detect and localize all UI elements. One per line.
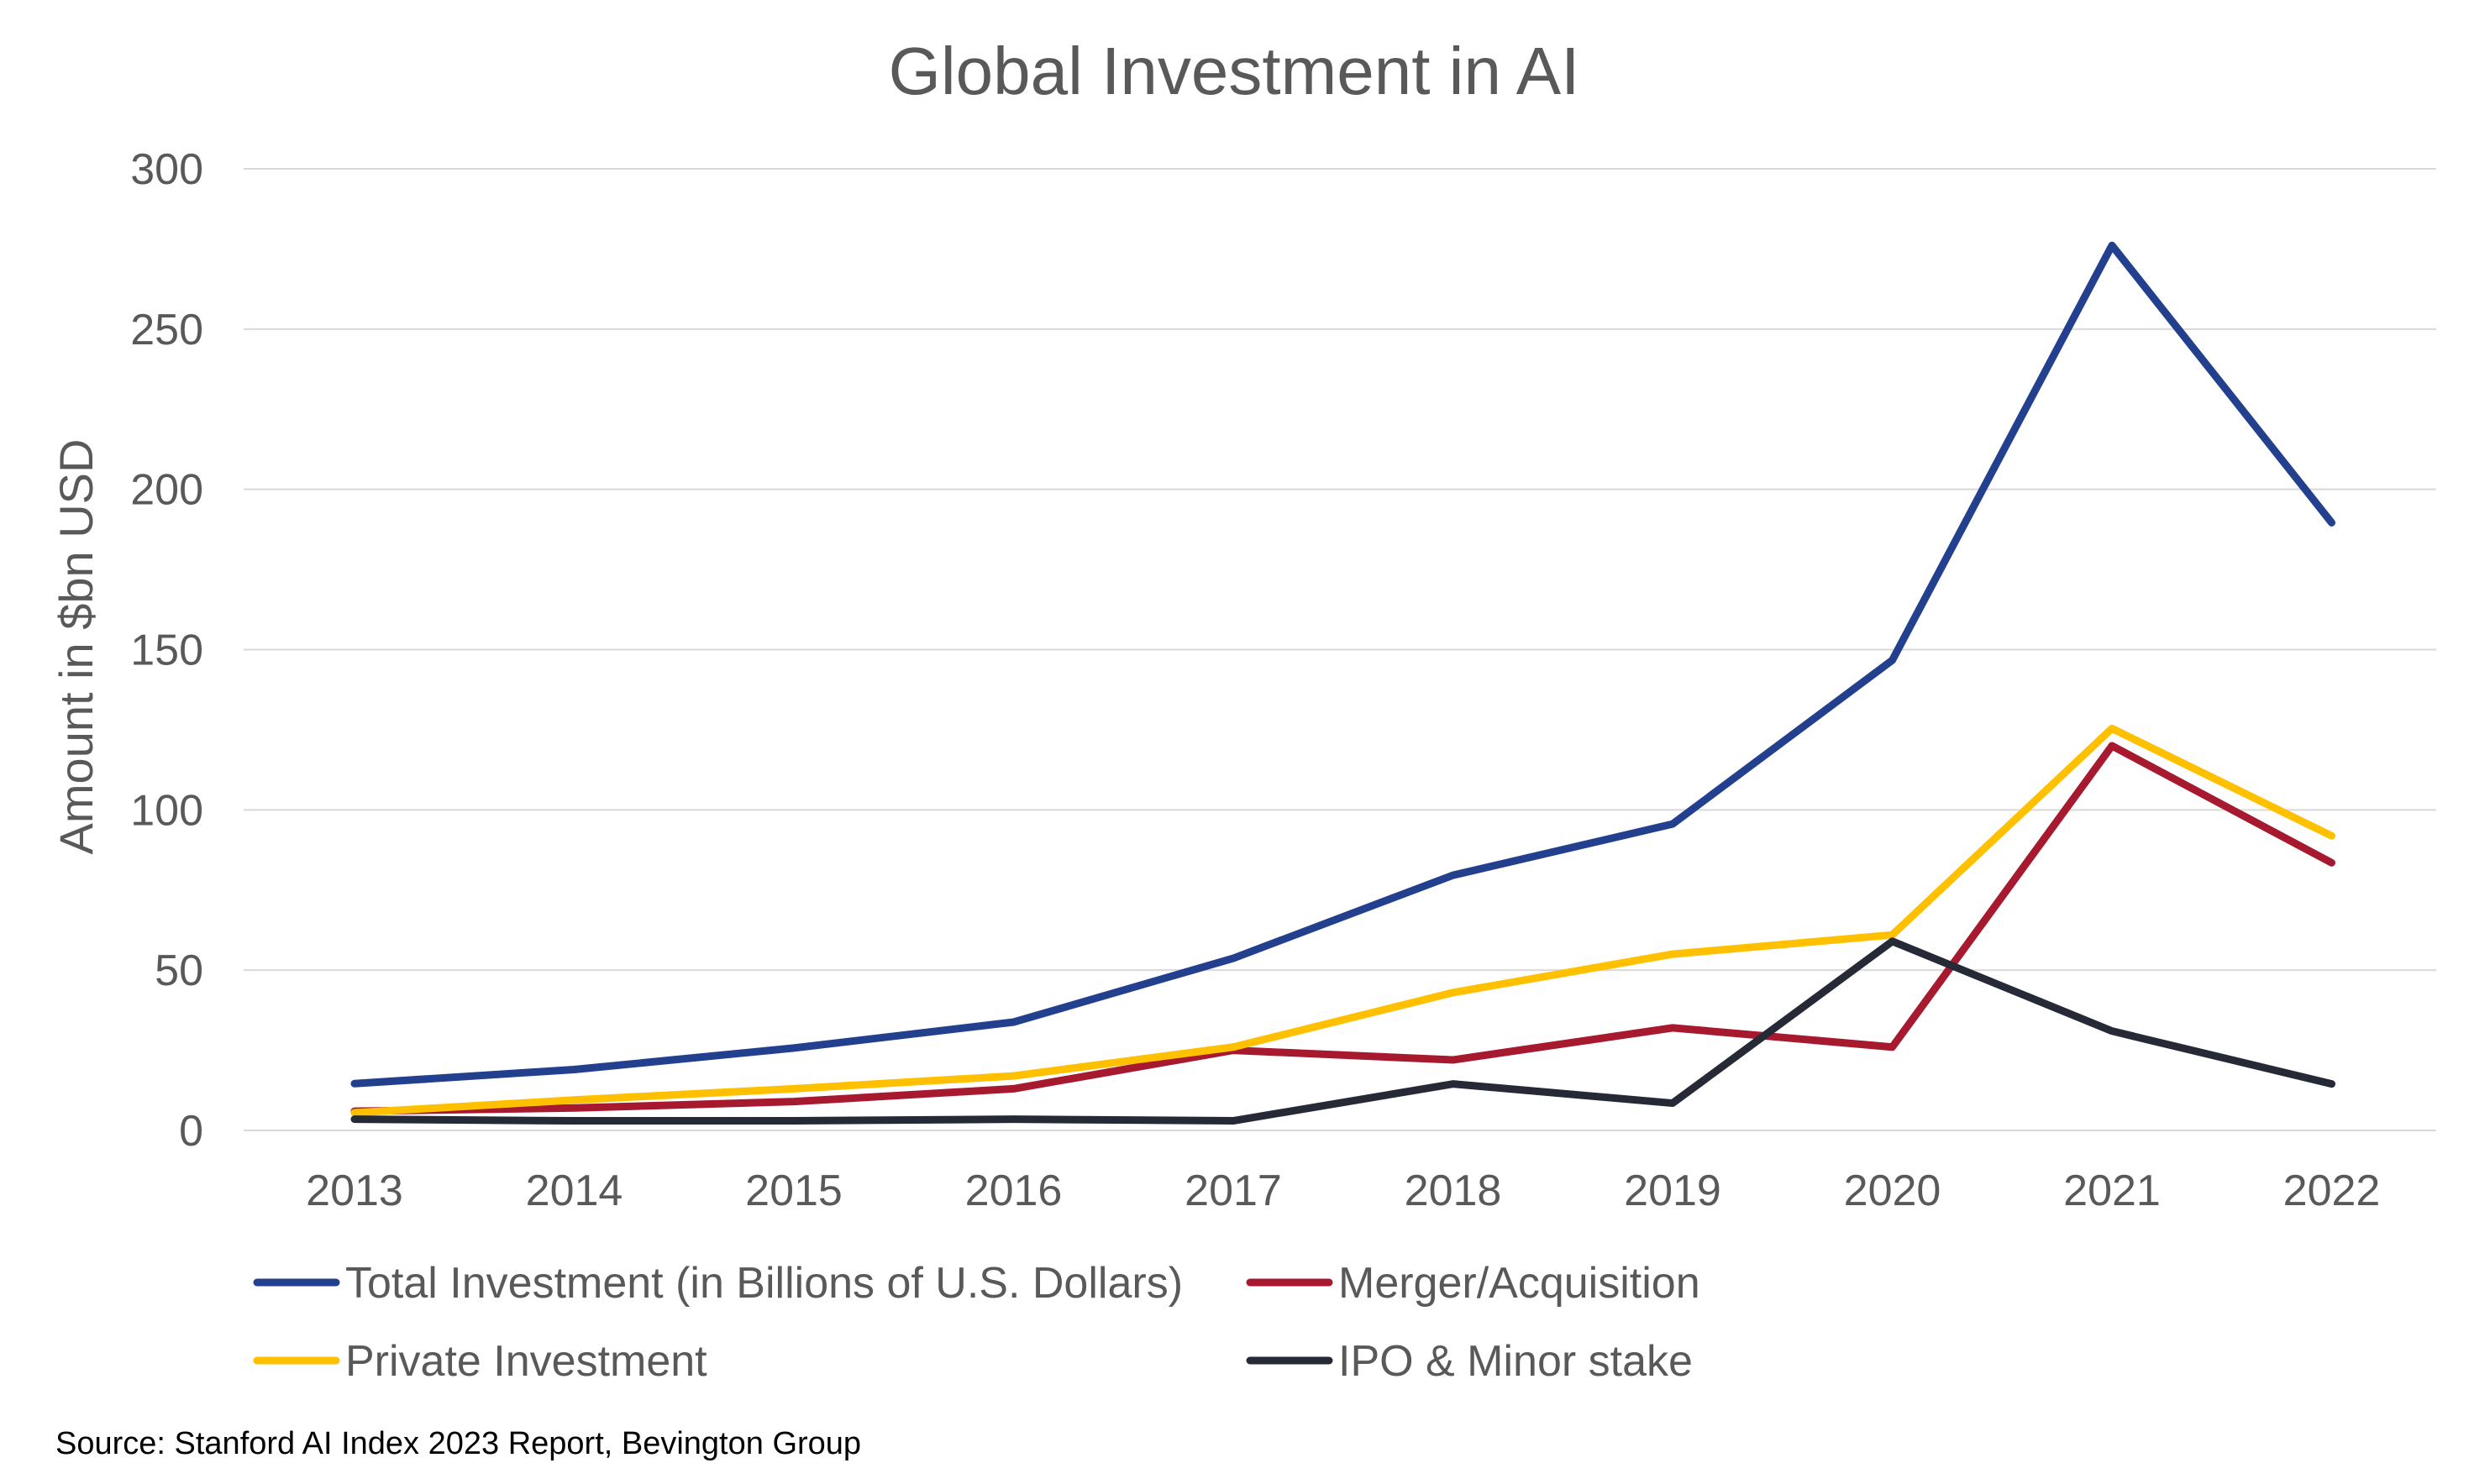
y-tick-label: 250 <box>130 306 203 354</box>
series-line-3 <box>350 724 2335 1117</box>
y-axis-ticks: 0 50 100 150 200 250 300 <box>130 145 203 1156</box>
gridlines <box>244 168 2436 1131</box>
x-tick-label: 2013 <box>306 1167 403 1215</box>
series-line-4 <box>350 937 2335 1125</box>
y-tick-label: 100 <box>130 786 203 835</box>
x-tick-label: 2022 <box>2283 1167 2381 1215</box>
x-tick-label: 2016 <box>965 1167 1063 1215</box>
x-tick-label: 2020 <box>1844 1167 1941 1215</box>
series-lines <box>350 241 2335 1125</box>
source-note: Source: Stanford AI Index 2023 Report, B… <box>55 1426 861 1461</box>
x-tick-label: 2017 <box>1185 1167 1282 1215</box>
chart-title: Global Investment in AI <box>889 34 1580 108</box>
y-tick-label: 50 <box>155 947 203 995</box>
y-tick-label: 300 <box>130 145 203 194</box>
x-axis-ticks: 2013 2014 2015 2016 2017 2018 2019 2020 2021 2022 <box>306 1167 2380 1215</box>
x-tick-label: 2021 <box>2063 1167 2161 1215</box>
y-tick-label: 150 <box>130 627 203 675</box>
legend-label: Total Investment (in Billions of U.S. Do… <box>345 1259 1183 1308</box>
x-tick-label: 2018 <box>1405 1167 1502 1215</box>
legend-label: IPO & Minor stake <box>1338 1337 1693 1386</box>
legend-label: Merger/Acquisition <box>1338 1259 1700 1308</box>
x-tick-label: 2019 <box>1624 1167 1721 1215</box>
series-line-2 <box>350 742 2335 1115</box>
legend: Total Investment (in Billions of U.S. Do… <box>253 1259 1700 1386</box>
x-tick-label: 2014 <box>526 1167 623 1215</box>
series-line-1 <box>350 241 2335 1088</box>
x-tick-label: 2015 <box>745 1167 843 1215</box>
y-tick-label: 0 <box>179 1107 203 1156</box>
y-tick-label: 200 <box>130 466 203 515</box>
y-axis-label: Amount in $bn USD <box>50 439 102 855</box>
legend-label: Private Investment <box>345 1337 707 1386</box>
